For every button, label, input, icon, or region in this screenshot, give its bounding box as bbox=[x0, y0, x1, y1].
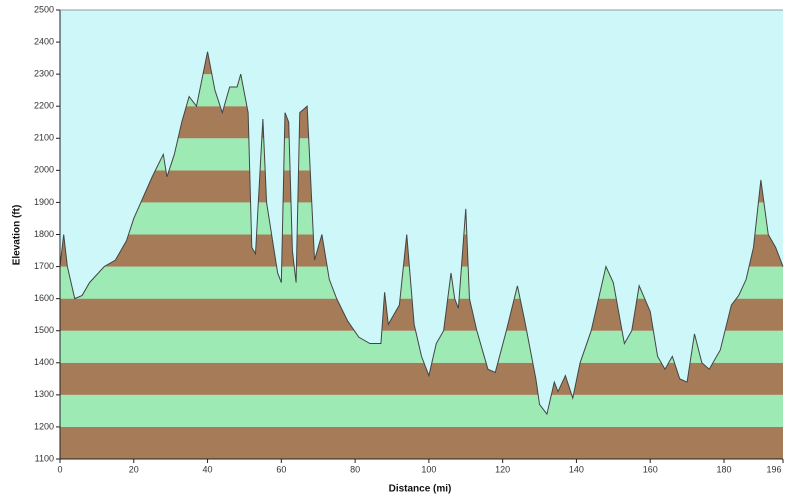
x-tick-label: 0 bbox=[57, 464, 62, 474]
y-tick-label: 1400 bbox=[34, 357, 54, 367]
y-tick-label: 1300 bbox=[34, 389, 54, 399]
elevation-line bbox=[59, 51, 784, 416]
elevation-band bbox=[60, 394, 783, 427]
y-tick-label: 2500 bbox=[34, 4, 54, 14]
x-tick-label: 196 bbox=[766, 464, 781, 474]
y-tick-label: 1600 bbox=[34, 293, 54, 303]
x-tick-label: 100 bbox=[421, 464, 436, 474]
y-tick-label: 2300 bbox=[34, 69, 54, 79]
y-tick-label: 1900 bbox=[34, 197, 54, 207]
y-tick-label: 2200 bbox=[34, 101, 54, 111]
x-tick-label: 80 bbox=[350, 464, 360, 474]
x-tick-label: 160 bbox=[643, 464, 658, 474]
y-axis-title: Elevation (ft) bbox=[12, 205, 23, 266]
y-tick-label: 1200 bbox=[34, 421, 54, 431]
y-tick-label: 2000 bbox=[34, 165, 54, 175]
x-axis-title: Distance (mi) bbox=[389, 484, 452, 495]
elevation-band bbox=[60, 426, 783, 459]
y-tick-label: 1700 bbox=[34, 261, 54, 271]
x-tick-label: 120 bbox=[495, 464, 510, 474]
x-tick-label: 60 bbox=[276, 464, 286, 474]
elevation-band bbox=[60, 362, 783, 395]
y-tick-label: 2400 bbox=[34, 36, 54, 46]
x-tick-label: 140 bbox=[569, 464, 584, 474]
y-tick-label: 1800 bbox=[34, 229, 54, 239]
x-tick-label: 40 bbox=[203, 464, 213, 474]
x-tick-label: 20 bbox=[129, 464, 139, 474]
y-tick-label: 2100 bbox=[34, 133, 54, 143]
x-tick-label: 180 bbox=[716, 464, 731, 474]
y-tick-label: 1500 bbox=[34, 325, 54, 335]
y-tick-label: 1100 bbox=[35, 453, 54, 463]
